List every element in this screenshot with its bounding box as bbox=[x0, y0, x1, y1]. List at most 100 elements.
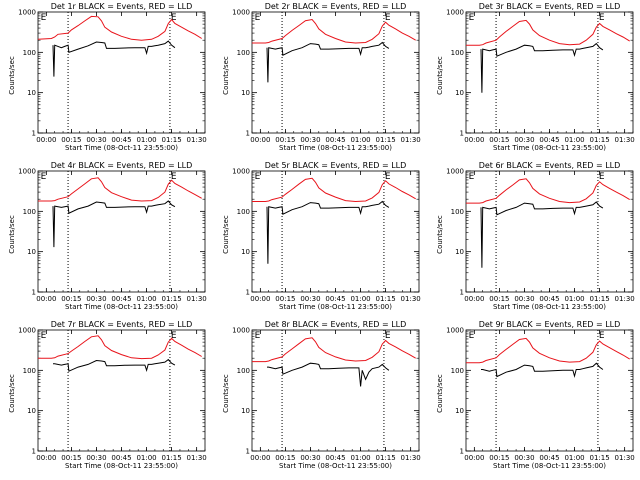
x-tick-label: 00:00 bbox=[464, 454, 484, 462]
e-marker: E bbox=[255, 331, 261, 341]
e-marker: E bbox=[599, 13, 605, 23]
series-line-events bbox=[266, 200, 390, 264]
x-tick-label: 00:15 bbox=[275, 454, 295, 462]
plot-frame bbox=[37, 329, 206, 452]
series-line-events bbox=[480, 201, 604, 268]
x-tick-label: 01:15 bbox=[162, 295, 182, 303]
x-tick-label: 00:30 bbox=[86, 454, 106, 462]
e-marker: E bbox=[469, 13, 475, 23]
y-tick-label: 10 bbox=[27, 248, 36, 256]
e-marker: E bbox=[171, 13, 177, 23]
x-tick-label: 00:45 bbox=[325, 136, 345, 144]
e-marker: E bbox=[599, 172, 605, 182]
x-tick-label: 01:15 bbox=[590, 295, 610, 303]
x-tick-label: 01:30 bbox=[401, 295, 421, 303]
plot-frame bbox=[251, 329, 420, 452]
y-axis-title: Counts/sec bbox=[222, 215, 230, 254]
x-tick-label: 01:30 bbox=[615, 454, 635, 462]
series-line-events bbox=[480, 42, 604, 93]
series-line-events bbox=[52, 40, 176, 77]
panel-2: Det 2r BLACK = Events, RED = LLD 1 10 100 10… bbox=[222, 2, 421, 152]
x-tick-label: 01:00 bbox=[564, 454, 584, 462]
y-tick-label: 10 bbox=[27, 89, 36, 97]
y-tick-label: 1 bbox=[32, 130, 36, 138]
x-tick-label: 01:30 bbox=[187, 295, 207, 303]
series-group bbox=[252, 337, 416, 387]
y-tick-label: 10 bbox=[455, 248, 464, 256]
x-tick-label: 00:45 bbox=[539, 136, 559, 144]
x-tick-label: 00:30 bbox=[86, 136, 106, 144]
panel-3: Det 3r BLACK = Events, RED = LLD 1 10 100 10… bbox=[436, 2, 635, 152]
x-tick-label: 00:15 bbox=[61, 295, 81, 303]
x-tick-label: 01:00 bbox=[564, 295, 584, 303]
x-tick-label: 01:15 bbox=[590, 454, 610, 462]
x-tick-label: 00:15 bbox=[61, 454, 81, 462]
series-line-lld bbox=[38, 15, 202, 41]
plot-frame bbox=[465, 11, 634, 134]
y-tick-label: 100 bbox=[237, 208, 250, 216]
panel-6: Det 6r BLACK = Events, RED = LLD 1 10 100 10… bbox=[436, 161, 635, 311]
series-line-events bbox=[266, 41, 390, 83]
x-axis-title: Start Time (08-Oct-11 23:55:00) bbox=[279, 462, 392, 470]
y-tick-label: 10 bbox=[455, 407, 464, 415]
x-tick-label: 00:45 bbox=[539, 295, 559, 303]
x-tick-label: 00:00 bbox=[250, 295, 270, 303]
x-tick-label: 00:30 bbox=[300, 136, 320, 144]
series-line-events bbox=[267, 362, 390, 387]
series-group bbox=[38, 335, 202, 373]
panel-4: Det 4r BLACK = Events, RED = LLD 1 10 100 10… bbox=[8, 161, 207, 311]
y-tick-label: 100 bbox=[23, 367, 36, 375]
y-tick-label: 1 bbox=[460, 448, 464, 456]
y-axis-title: Counts/sec bbox=[8, 215, 16, 254]
x-axis-title: Start Time (08-Oct-11 23:55:00) bbox=[65, 144, 178, 152]
y-axis-title: Counts/sec bbox=[222, 56, 230, 95]
x-tick-label: 00:00 bbox=[36, 136, 56, 144]
series-group bbox=[252, 177, 416, 264]
x-axis-title: Start Time (08-Oct-11 23:55:00) bbox=[65, 303, 178, 311]
y-tick-label: 100 bbox=[237, 367, 250, 375]
x-axis-title: Start Time (08-Oct-11 23:55:00) bbox=[279, 303, 392, 311]
series-line-lld bbox=[38, 335, 202, 360]
panel-title: Det 6r BLACK = Events, RED = LLD bbox=[479, 161, 621, 170]
x-tick-label: 01:15 bbox=[162, 454, 182, 462]
x-tick-label: 01:00 bbox=[564, 136, 584, 144]
x-tick-label: 00:00 bbox=[250, 454, 270, 462]
series-line-lld bbox=[466, 337, 630, 364]
x-axis-title: Start Time (08-Oct-11 23:55:00) bbox=[493, 303, 606, 311]
y-tick-label: 1 bbox=[246, 448, 250, 456]
x-tick-label: 00:30 bbox=[300, 295, 320, 303]
series-line-lld bbox=[252, 177, 416, 203]
x-tick-label: 00:30 bbox=[514, 454, 534, 462]
panel-title: Det 8r BLACK = Events, RED = LLD bbox=[265, 320, 407, 329]
y-tick-label: 10 bbox=[241, 248, 250, 256]
x-tick-label: 01:30 bbox=[615, 136, 635, 144]
x-tick-label: 01:00 bbox=[136, 295, 156, 303]
x-axis-title: Start Time (08-Oct-11 23:55:00) bbox=[493, 462, 606, 470]
e-marker: E bbox=[385, 13, 391, 23]
y-axis-title: Counts/sec bbox=[8, 374, 16, 413]
series-group bbox=[466, 178, 630, 268]
series-line-lld bbox=[38, 177, 202, 202]
x-axis-title: Start Time (08-Oct-11 23:55:00) bbox=[279, 144, 392, 152]
x-tick-label: 00:30 bbox=[514, 295, 534, 303]
y-tick-label: 100 bbox=[451, 367, 464, 375]
panel-title: Det 4r BLACK = Events, RED = LLD bbox=[51, 161, 193, 170]
plot-frame bbox=[251, 170, 420, 293]
e-marker: E bbox=[41, 13, 47, 23]
e-marker: E bbox=[171, 172, 177, 182]
y-tick-label: 10 bbox=[241, 89, 250, 97]
x-tick-label: 00:15 bbox=[275, 295, 295, 303]
series-group bbox=[252, 18, 416, 83]
e-marker: E bbox=[41, 331, 47, 341]
y-tick-label: 1 bbox=[246, 130, 250, 138]
series-group bbox=[38, 177, 202, 248]
y-tick-label: 1000 bbox=[446, 168, 464, 176]
y-tick-label: 1 bbox=[32, 289, 36, 297]
e-marker: E bbox=[385, 331, 391, 341]
panel-title: Det 1r BLACK = Events, RED = LLD bbox=[51, 2, 193, 11]
series-line-events bbox=[52, 200, 176, 248]
x-tick-label: 00:30 bbox=[514, 136, 534, 144]
plot-frame bbox=[465, 329, 634, 452]
panel-9: Det 9r BLACK = Events, RED = LLD 1 10 100 10… bbox=[436, 320, 635, 470]
x-tick-label: 00:30 bbox=[86, 295, 106, 303]
